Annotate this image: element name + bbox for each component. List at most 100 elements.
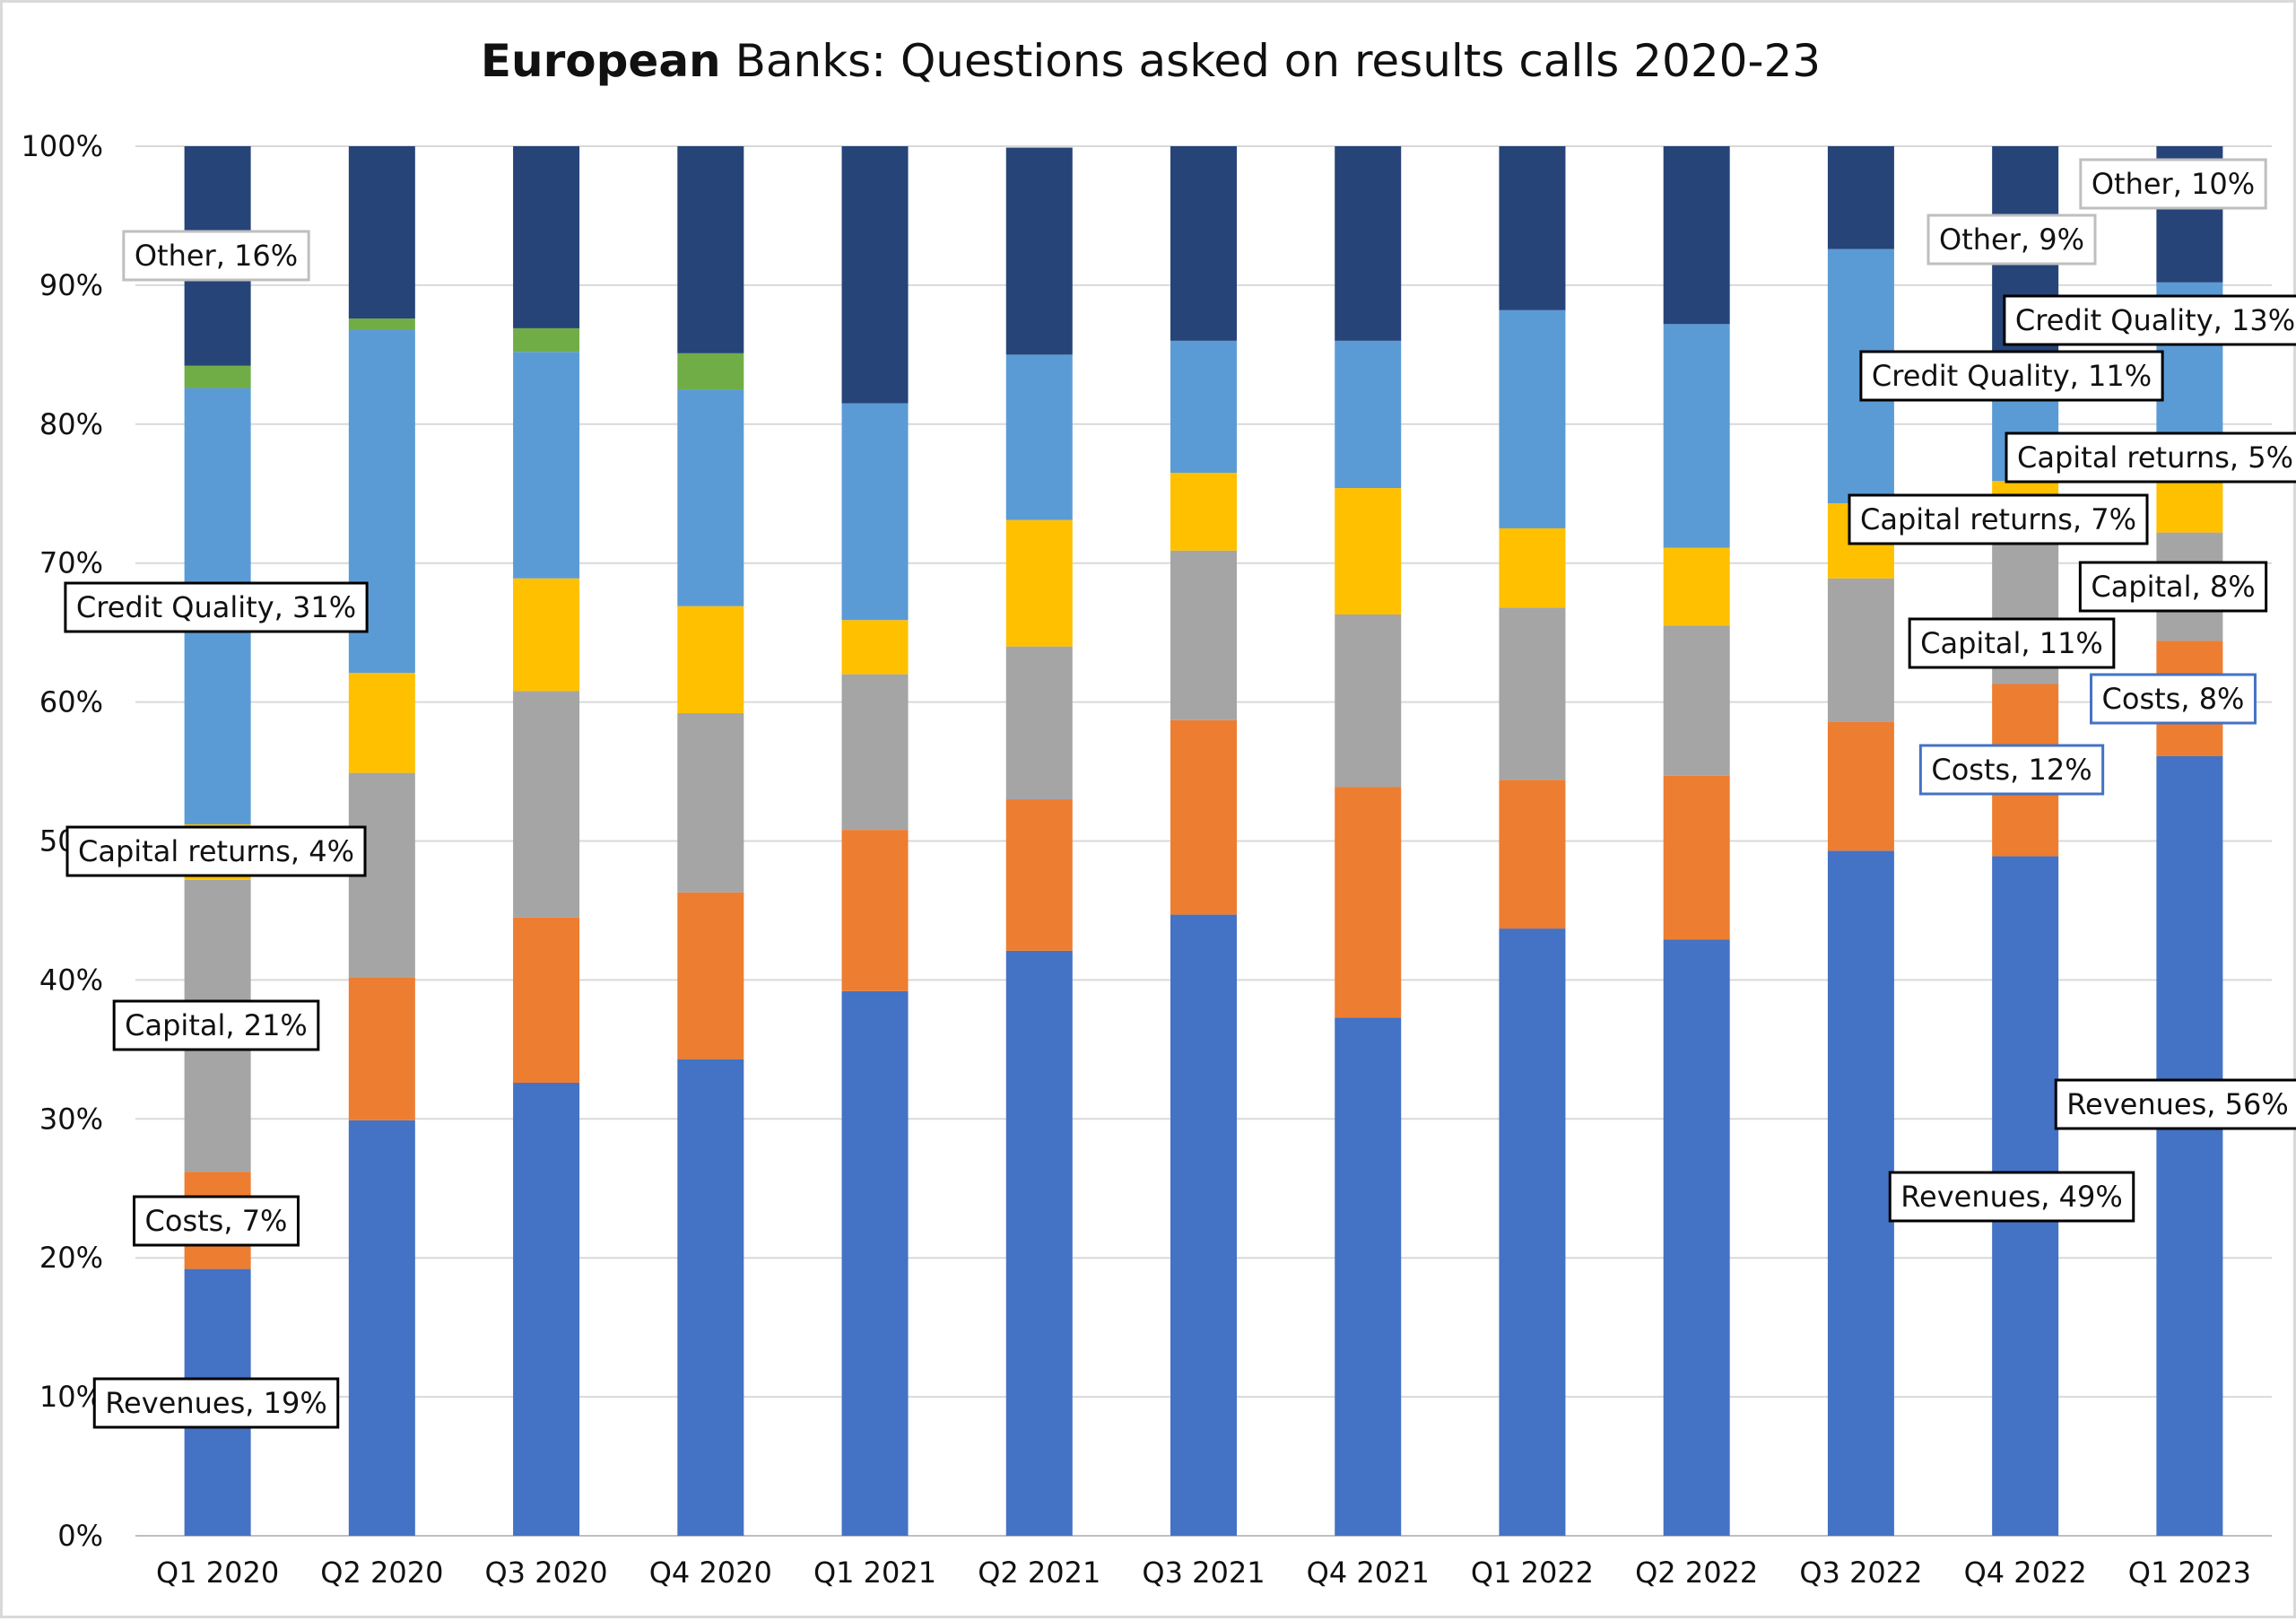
bar-segment-revenues bbox=[1170, 914, 1237, 1536]
data-label-capital-q1-2023: Capital, 8% bbox=[2078, 561, 2268, 613]
bar-segment-other bbox=[1170, 146, 1237, 341]
bar-segment-revenues bbox=[348, 1120, 415, 1536]
bar-segment-revenues bbox=[2156, 756, 2223, 1536]
y-tick-label: 70% bbox=[39, 546, 103, 580]
data-label-capret-q1-2020: Capital returns, 4% bbox=[65, 825, 367, 877]
y-tick-label: 90% bbox=[39, 268, 103, 302]
bar-segment-costs bbox=[841, 830, 909, 991]
y-tick-label: 30% bbox=[39, 1102, 103, 1136]
x-tick-label: Q1 2023 bbox=[2128, 1556, 2251, 1590]
bar-segment-credit-quality bbox=[513, 352, 580, 579]
data-label-box bbox=[64, 581, 369, 633]
data-label-other-q1-2023: Other, 10% bbox=[2079, 158, 2267, 210]
bar-segment-other bbox=[1005, 147, 1073, 355]
chart-title-rest: Banks: Questions asked on results calls … bbox=[720, 35, 1822, 87]
data-label-text: Capital, 21% bbox=[125, 1008, 308, 1042]
bar-segment-revenues bbox=[1663, 939, 1730, 1536]
x-tick-label: Q2 2022 bbox=[1635, 1556, 1758, 1590]
data-label-box bbox=[2005, 431, 2296, 484]
data-label-box bbox=[1918, 744, 2105, 796]
bar-segment-capital bbox=[1827, 578, 1894, 722]
bar-segment-capital-returns bbox=[1663, 547, 1730, 626]
y-tick-label: 40% bbox=[39, 963, 103, 997]
x-tick-label: Q1 2021 bbox=[813, 1556, 936, 1590]
bar-segment-credit-quality bbox=[1499, 309, 1566, 528]
data-label-box bbox=[133, 1195, 300, 1247]
data-label-text: Revenues, 56% bbox=[2066, 1087, 2289, 1121]
bar-segment-costs bbox=[1827, 721, 1894, 851]
data-label-capret-q4-2022: Capital returns, 7% bbox=[1848, 493, 2149, 545]
bar-segment-costs bbox=[1663, 775, 1730, 940]
data-label-credit-q4-2022: Credit Quality, 11% bbox=[1859, 350, 2164, 402]
data-label-box bbox=[65, 825, 367, 877]
data-label-text: Revenues, 49% bbox=[1900, 1180, 2123, 1214]
data-label-text: Other, 10% bbox=[2092, 167, 2255, 201]
bar-segment-credit-quality bbox=[1663, 324, 1730, 548]
bar-segment-green bbox=[348, 318, 415, 330]
data-label-revenues-q1-2020: Revenues, 19% bbox=[92, 1377, 340, 1429]
stacked-bar-chart: 0%10%20%30%40%50%60%70%80%90%100%Q1 2020… bbox=[22, 129, 2296, 1590]
bar-segment-capital-returns bbox=[677, 606, 744, 713]
y-tick-label: 20% bbox=[39, 1241, 103, 1275]
bar-segment-capital bbox=[677, 712, 744, 893]
bar-segment-credit-quality bbox=[1335, 340, 1402, 489]
bar-segment-capital-returns bbox=[1170, 473, 1237, 551]
bar-segment-other bbox=[1499, 146, 1566, 310]
y-tick-label: 10% bbox=[39, 1380, 103, 1414]
x-tick-label: Q4 2022 bbox=[1964, 1556, 2087, 1590]
bar-segment-costs bbox=[677, 892, 744, 1059]
bar-segment-capital bbox=[1663, 625, 1730, 776]
data-label-credit-q1-2020: Credit Quality, 31% bbox=[64, 581, 369, 633]
chart-title-bold: European bbox=[480, 35, 721, 87]
data-label-costs-q1-2023: Costs, 8% bbox=[2090, 673, 2257, 725]
data-label-capital-q1-2020: Capital, 21% bbox=[112, 999, 320, 1051]
x-tick-label: Q1 2022 bbox=[1471, 1556, 1594, 1590]
data-label-box bbox=[2078, 561, 2268, 613]
data-label-box bbox=[1926, 214, 2097, 266]
bar-segment-other bbox=[348, 146, 415, 319]
data-label-box bbox=[2079, 158, 2267, 210]
data-label-text: Costs, 8% bbox=[2102, 682, 2245, 716]
bar-segment-capital bbox=[513, 691, 580, 918]
data-label-box bbox=[1888, 1171, 2135, 1223]
data-label-box bbox=[1908, 617, 2116, 669]
x-tick-label: Q3 2021 bbox=[1142, 1556, 1265, 1590]
data-label-text: Costs, 12% bbox=[1931, 753, 2092, 787]
data-label-text: Other, 9% bbox=[1939, 222, 2084, 257]
bar-segment-revenues bbox=[513, 1083, 580, 1536]
data-label-box bbox=[1848, 493, 2149, 545]
bar-segment-green bbox=[513, 327, 580, 353]
bar-segment-costs bbox=[513, 917, 580, 1084]
bar-segment-capital bbox=[1005, 646, 1073, 800]
y-tick-label: 60% bbox=[39, 685, 103, 719]
data-label-box bbox=[1859, 350, 2164, 402]
data-label-costs-q1-2020: Costs, 7% bbox=[133, 1195, 300, 1247]
y-tick-label: 80% bbox=[39, 407, 103, 441]
data-label-credit-q1-2023: Credit Quality, 13% bbox=[2003, 294, 2296, 346]
data-label-text: Capital returns, 5% bbox=[2017, 440, 2293, 475]
bar-segment-costs bbox=[1005, 799, 1073, 951]
bar-segment-other bbox=[1663, 146, 1730, 325]
bar-segment-green bbox=[677, 353, 744, 390]
data-label-text: Capital returns, 4% bbox=[78, 834, 354, 868]
bar-segment-revenues bbox=[841, 990, 909, 1536]
data-label-box bbox=[122, 230, 310, 282]
x-tick-label: Q2 2020 bbox=[320, 1556, 443, 1590]
data-label-other-q4-2022: Other, 9% bbox=[1926, 214, 2097, 266]
x-tick-label: Q1 2020 bbox=[156, 1556, 279, 1590]
data-label-capital-q4-2022: Capital, 11% bbox=[1908, 617, 2116, 669]
data-label-costs-q4-2022: Costs, 12% bbox=[1918, 744, 2105, 796]
x-tick-label: Q3 2022 bbox=[1799, 1556, 1922, 1590]
bar-segment-credit-quality bbox=[677, 389, 744, 606]
bar-segment-revenues bbox=[1827, 850, 1894, 1536]
data-label-text: Credit Quality, 31% bbox=[76, 590, 356, 624]
bar-segment-other bbox=[1992, 146, 2059, 386]
bar-segment-costs bbox=[348, 977, 415, 1120]
data-label-box bbox=[2003, 294, 2296, 346]
bar-segment-other bbox=[1335, 146, 1402, 341]
bar-segment-capital-returns bbox=[1005, 519, 1073, 647]
chart-title: European Banks: Questions asked on resul… bbox=[3, 35, 2296, 87]
data-label-box bbox=[92, 1377, 340, 1429]
bar-segment-capital bbox=[1170, 550, 1237, 720]
bar-segment-green bbox=[184, 365, 251, 388]
